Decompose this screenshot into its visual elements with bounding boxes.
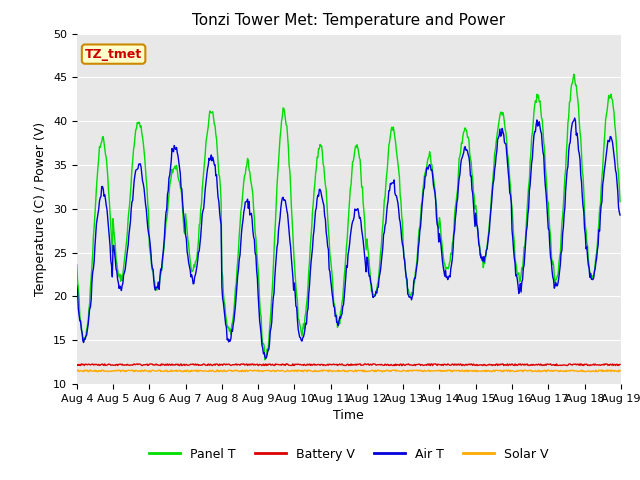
Solar V bbox=[223, 368, 231, 373]
Panel T bbox=[73, 262, 81, 268]
Panel T bbox=[431, 187, 439, 192]
Air T bbox=[223, 324, 230, 330]
Air T bbox=[571, 115, 579, 121]
Line: Panel T: Panel T bbox=[77, 74, 620, 360]
Line: Battery V: Battery V bbox=[77, 364, 620, 366]
Battery V bbox=[616, 361, 624, 367]
Solar V bbox=[140, 369, 147, 374]
Title: Tonzi Tower Met: Temperature and Power: Tonzi Tower Met: Temperature and Power bbox=[192, 13, 506, 28]
Air T bbox=[83, 332, 90, 338]
Solar V bbox=[84, 367, 92, 373]
Panel T bbox=[83, 327, 90, 333]
Battery V bbox=[432, 361, 440, 367]
Air T bbox=[616, 212, 624, 218]
Battery V bbox=[73, 362, 81, 368]
Line: Solar V: Solar V bbox=[77, 370, 620, 372]
Solar V bbox=[81, 367, 88, 373]
Air T bbox=[262, 356, 269, 361]
Panel T bbox=[616, 199, 624, 204]
Solar V bbox=[415, 368, 423, 373]
Line: Air T: Air T bbox=[77, 118, 620, 359]
Battery V bbox=[195, 362, 202, 368]
Legend: Panel T, Battery V, Air T, Solar V: Panel T, Battery V, Air T, Solar V bbox=[144, 443, 554, 466]
Battery V bbox=[140, 362, 147, 368]
Air T bbox=[73, 282, 81, 288]
Air T bbox=[431, 190, 439, 196]
Solar V bbox=[431, 368, 439, 373]
Text: TZ_tmet: TZ_tmet bbox=[85, 48, 142, 60]
Y-axis label: Temperature (C) / Power (V): Temperature (C) / Power (V) bbox=[35, 122, 47, 296]
Panel T bbox=[223, 317, 230, 323]
Panel T bbox=[194, 247, 202, 252]
Air T bbox=[415, 239, 423, 245]
Battery V bbox=[416, 361, 424, 367]
Panel T bbox=[570, 72, 578, 77]
Solar V bbox=[616, 368, 624, 373]
Battery V bbox=[133, 361, 141, 367]
Panel T bbox=[261, 357, 269, 362]
Panel T bbox=[139, 134, 147, 140]
Air T bbox=[139, 178, 147, 184]
Battery V bbox=[342, 363, 349, 369]
Battery V bbox=[83, 361, 90, 367]
Solar V bbox=[195, 369, 202, 374]
Solar V bbox=[73, 369, 81, 374]
Battery V bbox=[223, 362, 231, 368]
Air T bbox=[194, 257, 202, 263]
Panel T bbox=[415, 227, 423, 233]
X-axis label: Time: Time bbox=[333, 409, 364, 422]
Solar V bbox=[586, 369, 594, 374]
